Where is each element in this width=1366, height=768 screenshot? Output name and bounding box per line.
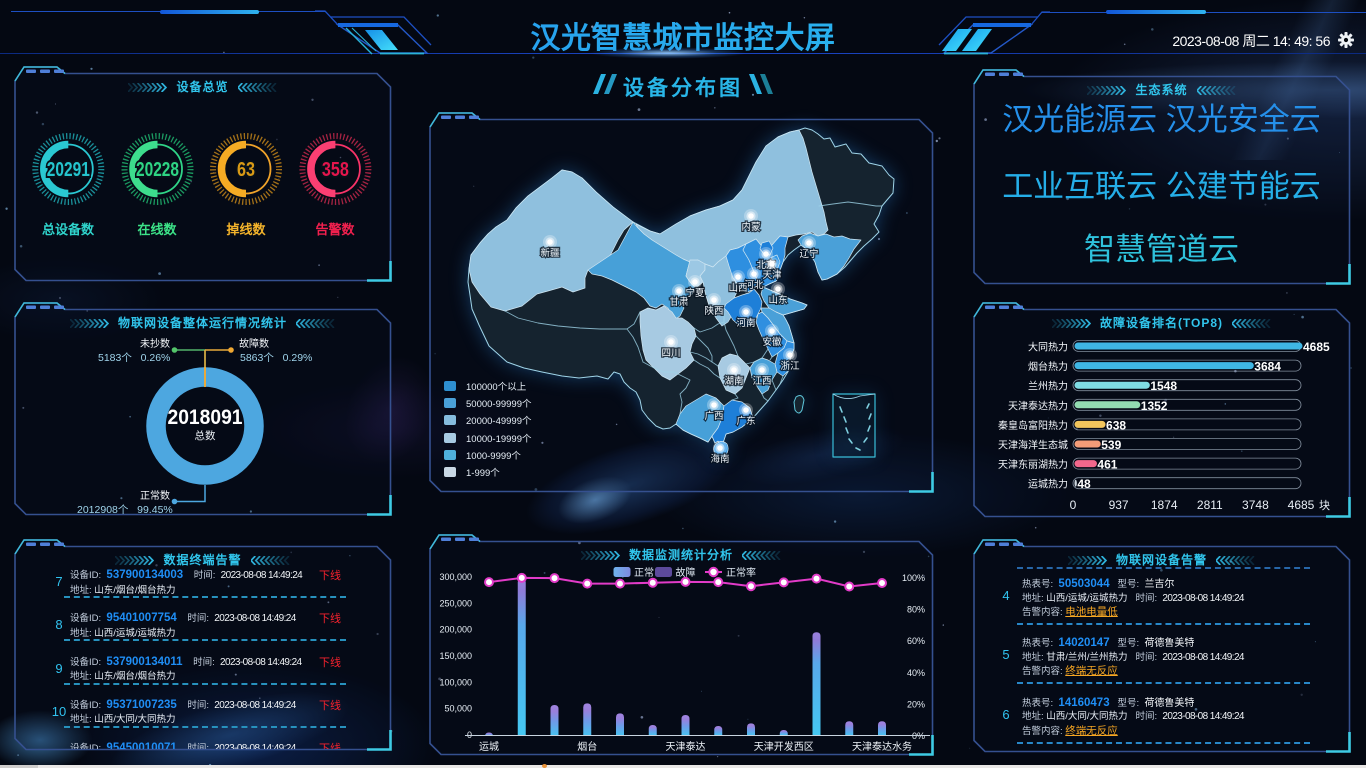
svg-text:天津泰达水务: 天津泰达水务 — [852, 740, 912, 753]
svg-text:宁夏: 宁夏 — [685, 287, 705, 299]
svg-text:1874: 1874 — [1151, 498, 1178, 512]
svg-text:天津泰达热力: 天津泰达热力 — [1008, 399, 1068, 412]
svg-text:天津开发西区: 天津开发西区 — [754, 740, 814, 753]
svg-text:2012908个 99.45%: 2012908个 99.45% — [77, 504, 173, 516]
svg-text:1352: 1352 — [1141, 399, 1168, 413]
svg-text:2018091: 2018091 — [168, 406, 243, 429]
svg-text:461: 461 — [1097, 458, 1117, 472]
svg-text:50,000: 50,000 — [444, 704, 472, 714]
svg-text:天津: 天津 — [762, 270, 782, 281]
svg-text:正常: 正常 — [634, 566, 654, 579]
svg-text:辽宁: 辽宁 — [799, 248, 818, 260]
svg-text:100,000: 100,000 — [439, 677, 472, 687]
svg-text:内蒙: 内蒙 — [741, 221, 760, 233]
svg-text:4685: 4685 — [1303, 340, 1330, 354]
svg-text:烟台热力: 烟台热力 — [1028, 360, 1068, 373]
svg-text:0: 0 — [1070, 498, 1077, 512]
svg-text:48: 48 — [1077, 477, 1091, 491]
svg-text:总数: 总数 — [195, 429, 216, 442]
svg-text:甘肃: 甘肃 — [669, 296, 688, 308]
svg-text:358: 358 — [322, 159, 349, 181]
svg-text:浙江: 浙江 — [780, 360, 800, 372]
svg-text:40%: 40% — [907, 668, 925, 678]
svg-text:5863个 0.29%: 5863个 0.29% — [240, 352, 312, 364]
svg-text:1548: 1548 — [1150, 379, 1177, 393]
svg-text:河北: 河北 — [744, 279, 764, 291]
svg-text:937: 937 — [1109, 498, 1129, 512]
svg-text:80%: 80% — [907, 605, 925, 615]
svg-text:300,000: 300,000 — [439, 572, 472, 582]
svg-text:河南: 河南 — [736, 317, 755, 329]
svg-text:秦皇岛富阳热力: 秦皇岛富阳热力 — [998, 419, 1068, 432]
svg-text:3748: 3748 — [1242, 498, 1269, 512]
svg-text:63: 63 — [237, 159, 255, 181]
svg-text:故障数: 故障数 — [239, 337, 269, 350]
svg-text:运城: 运城 — [479, 741, 499, 753]
svg-text:新疆: 新疆 — [540, 247, 560, 259]
svg-text:烟台: 烟台 — [577, 740, 597, 753]
svg-text:100%: 100% — [902, 573, 925, 583]
svg-text:广西: 广西 — [704, 410, 723, 422]
svg-text:2811: 2811 — [1197, 498, 1223, 512]
svg-text:20228: 20228 — [136, 159, 179, 181]
svg-text:海南: 海南 — [710, 453, 729, 465]
svg-text:广东: 广东 — [736, 415, 755, 427]
svg-text:正常数: 正常数 — [140, 489, 170, 502]
svg-text:4685: 4685 — [1288, 498, 1315, 512]
svg-text:天津泰达: 天津泰达 — [666, 740, 706, 753]
svg-text:150,000: 150,000 — [439, 651, 472, 661]
svg-text:60%: 60% — [907, 636, 925, 646]
svg-text:安徽: 安徽 — [762, 336, 782, 348]
svg-text:山西: 山西 — [728, 283, 747, 294]
svg-text:山东: 山东 — [768, 294, 787, 306]
svg-text:湖南: 湖南 — [724, 375, 743, 387]
svg-text:天津海洋生态城: 天津海洋生态城 — [998, 439, 1068, 452]
svg-text:20%: 20% — [907, 699, 925, 709]
svg-text:天津东丽湖热力: 天津东丽湖热力 — [998, 458, 1068, 471]
svg-text:江西: 江西 — [752, 376, 771, 387]
svg-text:250,000: 250,000 — [439, 598, 472, 608]
svg-text:未抄数: 未抄数 — [140, 337, 170, 350]
svg-text:大同热力: 大同热力 — [1028, 341, 1068, 354]
svg-text:200,000: 200,000 — [439, 625, 472, 635]
svg-text:兰州热力: 兰州热力 — [1028, 380, 1068, 393]
svg-text:故障: 故障 — [676, 566, 696, 579]
svg-text:638: 638 — [1106, 418, 1126, 432]
svg-text:20291: 20291 — [47, 159, 90, 181]
svg-text:块: 块 — [1319, 499, 1330, 512]
svg-text:运城热力: 运城热力 — [1028, 478, 1068, 491]
svg-text:5183个 0.26%: 5183个 0.26% — [98, 352, 170, 364]
svg-text:539: 539 — [1101, 438, 1121, 452]
svg-text:陕西: 陕西 — [704, 305, 723, 317]
svg-text:四川: 四川 — [661, 348, 680, 359]
svg-text:3684: 3684 — [1254, 360, 1281, 374]
svg-text:正常率: 正常率 — [726, 566, 756, 579]
